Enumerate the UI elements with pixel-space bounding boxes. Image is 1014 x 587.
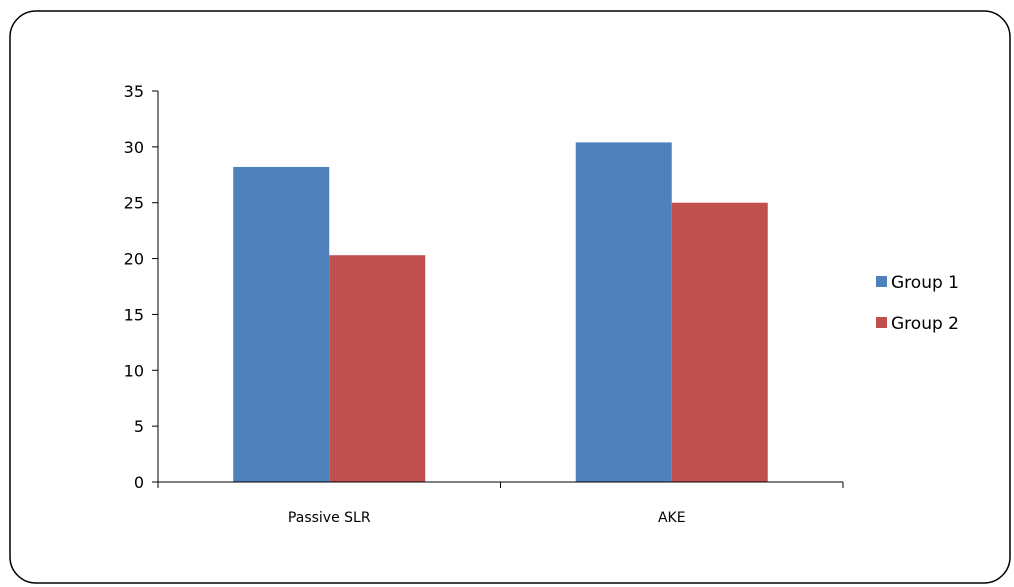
x-category-label: AKE (658, 510, 686, 526)
legend-label-2: Group 2 (891, 314, 959, 334)
legend-swatch-1 (876, 276, 887, 287)
plot-area: 0 5 10 15 20 25 30 35 Passive SLR AKE (124, 82, 844, 526)
bar-2-1 (329, 255, 426, 482)
y-tick-label: 0 (134, 473, 144, 492)
x-category-label: Passive SLR (288, 510, 371, 526)
x-axis-ticks: Passive SLR AKE (157, 482, 844, 526)
y-tick-label: 25 (124, 194, 144, 213)
bar-1-2 (575, 142, 672, 483)
legend-swatch-2 (876, 317, 887, 328)
y-tick-label: 5 (134, 417, 144, 436)
y-tick-label: 15 (124, 305, 144, 324)
bar-1-1 (233, 166, 330, 483)
y-tick-label: 35 (124, 82, 144, 101)
legend: Group 1 Group 2 (876, 273, 959, 334)
chart-border (9, 10, 1011, 584)
y-tick-label: 30 (124, 138, 144, 157)
bars-group (233, 142, 768, 483)
y-tick-label: 20 (124, 250, 144, 269)
y-tick-label: 10 (124, 361, 144, 380)
y-axis-ticks: 0 5 10 15 20 25 30 35 (124, 82, 158, 492)
legend-label-1: Group 1 (891, 273, 959, 293)
bar-2-2 (671, 202, 768, 482)
